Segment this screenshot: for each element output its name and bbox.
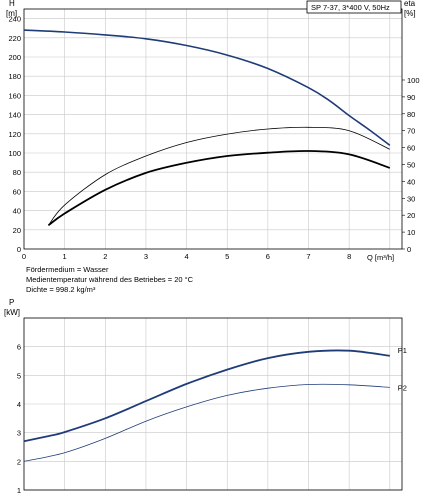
- head-tick-label: 120: [8, 130, 21, 139]
- head-tick-label: 200: [8, 53, 21, 62]
- flow-tick-label: 1: [63, 252, 67, 261]
- power-tick-label: 4: [17, 400, 21, 409]
- head-tick-label: 240: [8, 15, 21, 24]
- p1-series-label: P1: [398, 346, 407, 355]
- head-tick-label: 140: [8, 111, 21, 120]
- efficiency-curve-thin: [48, 126, 390, 226]
- curves: [23, 29, 391, 462]
- series-labels: P1 P2: [398, 346, 407, 393]
- head-tick-label: 220: [8, 34, 21, 43]
- efficiency-tick-label: 50: [407, 160, 415, 169]
- head-tick-label: 40: [13, 207, 21, 216]
- power-tick-label: 1: [17, 486, 21, 495]
- efficiency-tick-label: 30: [407, 194, 415, 203]
- head-axis-label: H: [9, 0, 15, 8]
- power-tick-label: 3: [17, 429, 21, 438]
- power-axis-unit: [kW]: [4, 308, 20, 317]
- power-tick-label: 6: [17, 343, 21, 352]
- flow-tick-label: 2: [103, 252, 107, 261]
- efficiency-tick-label: 80: [407, 110, 415, 119]
- note-density: Dichte = 998.2 kg/m³: [26, 285, 96, 294]
- power-tick-label: 2: [17, 457, 21, 466]
- efficiency-axis-unit: [%]: [404, 9, 416, 18]
- head-tick-label: 100: [8, 149, 21, 158]
- head-tick-label: 180: [8, 72, 21, 81]
- head-tick-label: 0: [17, 245, 21, 254]
- flow-tick-label: 0: [22, 252, 26, 261]
- head-chart-frame: [23, 8, 403, 250]
- power-axis-label: P: [9, 298, 14, 307]
- flow-axis-label: Q [m³/h]: [367, 253, 394, 262]
- head-curve: [23, 29, 391, 146]
- flow-tick-label: 4: [184, 252, 188, 261]
- efficiency-axis-label: eta: [404, 0, 416, 8]
- flow-tick-label: 3: [144, 252, 148, 261]
- efficiency-tick-label: 10: [407, 228, 415, 237]
- chart-title-box: [306, 0, 402, 14]
- p1-power-curve: [23, 349, 390, 443]
- head-tick-label: 160: [8, 91, 21, 100]
- efficiency-curve-thick: [47, 150, 391, 227]
- tick-labels: 0204060801001201401601802002202400102030…: [8, 15, 419, 495]
- p2-series-label: P2: [398, 383, 407, 392]
- head-axis-unit: [m]: [6, 9, 17, 18]
- head-tick-label: 80: [13, 168, 21, 177]
- flow-tick-label: 8: [347, 252, 351, 261]
- head-tick-label: 60: [13, 187, 21, 196]
- chart-title: SP 7-37, 3*400 V, 50Hz: [311, 3, 390, 12]
- p2-power-curve: [23, 383, 390, 462]
- efficiency-tick-label: 70: [407, 127, 415, 136]
- head-chart-grid: [24, 9, 405, 250]
- flow-tick-label: 7: [306, 252, 310, 261]
- head-tick-label: 20: [13, 226, 21, 235]
- note-temperature: Medientemperatur während des Betriebes =…: [26, 275, 194, 284]
- efficiency-tick-label: 90: [407, 93, 415, 102]
- efficiency-tick-label: 60: [407, 144, 415, 153]
- power-tick-label: 5: [17, 371, 21, 380]
- note-medium: Fördermedium = Wasser: [26, 265, 109, 274]
- efficiency-tick-label: 40: [407, 177, 415, 186]
- power-chart-grid: [24, 318, 402, 491]
- efficiency-tick-label: 0: [407, 245, 411, 254]
- efficiency-tick-label: 100: [407, 76, 420, 85]
- power-chart-frame: [23, 317, 403, 491]
- flow-tick-label: 5: [225, 252, 229, 261]
- efficiency-tick-label: 20: [407, 211, 415, 220]
- flow-tick-label: 6: [266, 252, 270, 261]
